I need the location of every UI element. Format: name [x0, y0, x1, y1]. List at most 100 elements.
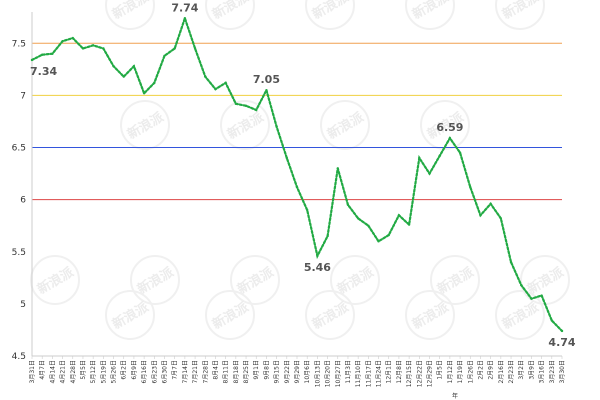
- data-point: [438, 154, 441, 158]
- series-layer: [30, 14, 564, 333]
- series-line: [30, 14, 564, 333]
- x-tick-label: 8月25日: [243, 360, 250, 383]
- x-tick-label: 11月24日: [376, 360, 383, 387]
- data-point: [489, 202, 492, 206]
- data-point: [71, 36, 74, 40]
- watermark-circle: [120, 100, 170, 150]
- x-tick-label: 8月11日: [223, 360, 230, 383]
- data-point: [418, 156, 421, 160]
- x-tick-label: 2月2日: [477, 360, 484, 380]
- data-point: [346, 203, 350, 207]
- data-point: [255, 108, 258, 112]
- x-tick-label: 12月8日: [396, 360, 403, 383]
- data-point: [234, 102, 238, 105]
- annotation-label: 6.59: [436, 121, 463, 134]
- watermark-text: 新浪派: [225, 109, 268, 143]
- data-point: [81, 47, 85, 50]
- data-point: [30, 58, 34, 62]
- data-point: [132, 65, 136, 68]
- x-tick-label: 7月21日: [192, 360, 199, 383]
- data-point: [367, 224, 370, 227]
- watermark-circle: [495, 0, 545, 30]
- annotation-label: 7.34: [30, 65, 57, 78]
- x-tick-label: 10月20日: [325, 360, 332, 387]
- x-tick-label: 9月15日: [274, 360, 281, 383]
- x-tick-label: 6月16日: [141, 360, 148, 383]
- watermark-text: 新浪派: [310, 299, 353, 333]
- data-point: [550, 319, 554, 322]
- watermark-circle: [495, 290, 545, 340]
- data-point: [448, 136, 452, 140]
- watermark-text: 新浪派: [210, 0, 253, 23]
- data-point: [265, 88, 268, 92]
- x-tick-label: 4月7日: [39, 360, 46, 380]
- data-point: [479, 214, 482, 217]
- data-point: [163, 54, 166, 57]
- x-tick-label: 1月12日: [447, 360, 454, 383]
- watermark-text: 新浪派: [410, 0, 453, 23]
- watermark-text: 新浪派: [500, 0, 543, 23]
- x-tick-label: 4月14日: [49, 360, 56, 383]
- data-point: [122, 75, 125, 78]
- x-extra-label: 年: [452, 392, 458, 400]
- x-tick-label: 10月13日: [314, 360, 321, 387]
- watermark-circle: [420, 100, 470, 150]
- x-tick-label: 9月8日: [263, 360, 270, 380]
- watermark-circle: [320, 100, 370, 150]
- data-point: [397, 214, 401, 217]
- data-point: [153, 81, 156, 85]
- watermark-circle: [105, 0, 155, 30]
- watermark-text: 新浪派: [525, 264, 568, 298]
- data-point: [520, 283, 523, 287]
- x-tick-label: 6月23日: [151, 360, 158, 383]
- x-tick-label: 3月23日: [549, 360, 556, 383]
- data-point: [275, 125, 278, 128]
- watermark-circle: [330, 255, 380, 305]
- data-point: [305, 208, 309, 212]
- watermark-circle: [305, 0, 355, 30]
- x-tick-label: 6月9日: [131, 360, 138, 380]
- y-tick-labels: 4.5 5 5.5 6 6.5 7 7.5: [12, 39, 27, 362]
- data-point: [326, 234, 329, 238]
- data-point: [407, 223, 411, 226]
- data-point: [204, 75, 207, 78]
- data-point: [469, 185, 472, 189]
- watermark-circle: [130, 255, 180, 305]
- watermark-circle: [220, 100, 270, 150]
- watermark-text: 新浪派: [125, 109, 168, 143]
- x-tick-label: 8月4日: [212, 360, 219, 380]
- x-tick-label: 8月18日: [233, 360, 240, 383]
- x-tick-label: 1月26日: [467, 360, 474, 383]
- watermark-text: 新浪派: [35, 264, 78, 298]
- data-point: [224, 81, 227, 85]
- data-point: [173, 47, 176, 50]
- x-tick-label: 5月19日: [100, 360, 107, 383]
- data-point: [285, 156, 289, 160]
- data-point: [91, 44, 95, 47]
- x-tick-label: 12月1日: [386, 360, 393, 383]
- data-point: [540, 294, 543, 297]
- watermark-text: 新浪派: [500, 299, 543, 333]
- x-tick-label: 4月21日: [60, 360, 67, 383]
- x-tick-label: 5月26日: [111, 360, 118, 383]
- x-tick-label: 9月29日: [294, 360, 301, 383]
- x-tick-labels: 3月31日 4月7日 4月14日 4月21日 4月28日 5月5日 5月12日 5月19日 5月…: [29, 356, 566, 400]
- reference-lines: [32, 42, 562, 201]
- data-point: [458, 151, 462, 154]
- watermark-circle: [305, 290, 355, 340]
- x-tick-label: 6月2日: [121, 360, 128, 380]
- y-tick-label: 5: [20, 300, 26, 310]
- watermark-layer: 新浪派 新浪派 新浪派 新浪派 新浪派新浪派 新浪派 新浪派 新浪派新浪派 新浪派 新浪派 新浪派新…: [30, 0, 570, 340]
- x-tick-label: 3月2日: [518, 360, 525, 380]
- watermark-text: 新浪派: [135, 264, 178, 298]
- x-tick-label: 10月6日: [304, 360, 311, 383]
- x-tick-label: 11月10日: [355, 360, 362, 387]
- watermark-text: 新浪派: [335, 264, 378, 298]
- data-point: [244, 104, 248, 108]
- data-point: [183, 17, 187, 20]
- annotation-label: 7.05: [253, 73, 280, 86]
- annotations: 7.34 7.74 7.05 5.46 6.59 4.74: [30, 1, 576, 349]
- y-tick-label: 6.5: [12, 144, 26, 154]
- x-tick-label: 2月16日: [498, 360, 505, 383]
